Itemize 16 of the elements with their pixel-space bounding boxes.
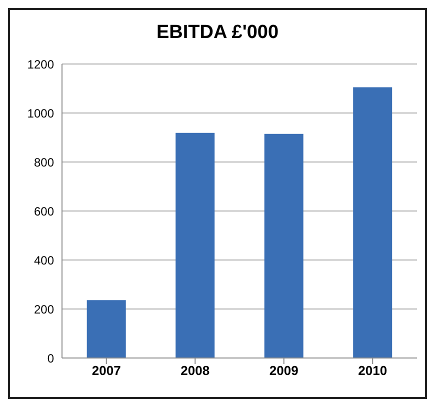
x-tick-label: 2010 (358, 363, 388, 378)
bar (353, 87, 392, 358)
y-tick-label: 1000 (27, 106, 54, 120)
y-tick-label: 1200 (27, 57, 54, 72)
x-tick-label: 2008 (180, 363, 210, 378)
bar (86, 300, 126, 358)
bar (176, 132, 215, 358)
bar (264, 134, 304, 358)
y-tick-label: 200 (34, 302, 54, 316)
x-tick-label: 2007 (92, 363, 121, 378)
chart-title: EBITDA £'000 (155, 22, 280, 45)
y-tick-label: 400 (34, 253, 54, 268)
y-tick-label: 600 (34, 204, 54, 218)
y-tick-label: 0 (47, 351, 54, 366)
x-tick-label: 2009 (269, 363, 298, 378)
y-tick-label: 800 (34, 155, 54, 170)
